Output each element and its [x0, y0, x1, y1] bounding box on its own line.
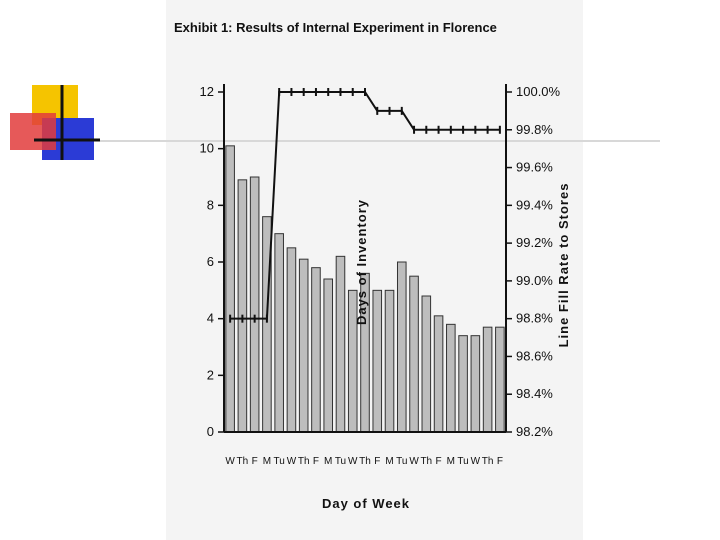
bar-6 — [298, 258, 309, 433]
y2-tick-label-8: 99.8% — [516, 122, 553, 137]
bar-9 — [335, 255, 346, 433]
category-label-4: Tu — [274, 456, 285, 467]
category-label-10: W — [348, 456, 358, 467]
y2-tick-label-7: 99.6% — [516, 160, 553, 175]
y2-tick-label-1: 98.4% — [516, 386, 553, 401]
y-tick-label-4: 8 — [207, 197, 214, 212]
category-label-6: Th — [298, 456, 310, 467]
category-labels: W Th F M Tu W Th F M Tu W Th F M Tu W Th F M Tu W Th F — [225, 456, 503, 467]
y2-axis-label: Line Fill Rate to Stores — [556, 183, 571, 348]
category-label-13: M — [385, 456, 393, 467]
chart-title: Exhibit 1: Results of Internal Experimen… — [174, 20, 497, 35]
slide-divider-line — [100, 140, 660, 142]
y-tick-label-3: 6 — [207, 254, 214, 269]
bar-12 — [372, 289, 383, 433]
tick-labels: 0 2 4 6 8 10 12 98.2% 98.4% 98.6% 98.8% 99.0% 99.2% 9… — [200, 84, 561, 439]
category-label-14: Tu — [396, 456, 407, 467]
category-label-17: F — [436, 456, 442, 467]
scanned-exhibit-background — [166, 0, 583, 540]
category-label-16: Th — [420, 456, 432, 467]
category-label-2: F — [252, 456, 258, 467]
bar-15 — [409, 275, 419, 433]
category-label-5: W — [287, 456, 297, 467]
y2-tick-label-2: 98.6% — [516, 348, 553, 363]
category-label-9: Tu — [335, 456, 346, 467]
y2-tick-label-4: 99.0% — [516, 273, 553, 288]
axes — [223, 84, 507, 433]
bar-5 — [286, 247, 297, 433]
bar-18 — [446, 323, 456, 433]
bar-2 — [249, 176, 260, 433]
bar-4 — [274, 233, 284, 433]
bar-20 — [470, 335, 481, 433]
slide-decoration-logo — [10, 85, 100, 160]
y2-tick-label-3: 98.8% — [516, 311, 553, 326]
bar-14 — [396, 261, 407, 433]
x-axis-label: Day of Week — [322, 496, 410, 511]
y-tick-label-0: 0 — [207, 424, 214, 439]
category-label-0: W — [225, 456, 235, 467]
y2-tick-label-9: 100.0% — [516, 84, 561, 99]
category-label-19: Tu — [457, 456, 468, 467]
bar-16 — [421, 295, 432, 433]
bar-21 — [482, 326, 493, 433]
y2-tick-label-0: 98.2% — [516, 424, 553, 439]
y-tick-label-5: 10 — [200, 141, 214, 156]
bar-8 — [323, 278, 334, 433]
y2-tick-label-5: 99.2% — [516, 235, 553, 250]
category-label-1: Th — [237, 456, 249, 467]
y2-tick-label-6: 99.4% — [516, 197, 553, 212]
category-label-7: F — [313, 456, 319, 467]
bar-1 — [237, 179, 248, 433]
bar-22 — [495, 326, 505, 433]
category-label-20: W — [471, 456, 481, 467]
bar-19 — [458, 335, 468, 433]
category-label-15: W — [409, 456, 419, 467]
category-label-22: F — [497, 456, 503, 467]
bar-0 — [225, 145, 235, 433]
category-label-11: Th — [359, 456, 371, 467]
bar-17 — [433, 315, 444, 433]
chart: Exhibit 1: Results of Internal Experimen… — [174, 20, 571, 511]
category-label-8: M — [324, 456, 332, 467]
y-axis-label: Days of Inventory — [354, 199, 369, 325]
fill-rate-series — [229, 88, 501, 323]
logo-red-square — [10, 113, 56, 150]
y-tick-label-1: 2 — [207, 367, 214, 382]
category-label-21: Th — [482, 456, 494, 467]
category-label-18: M — [447, 456, 455, 467]
category-label-3: M — [263, 456, 271, 467]
y-tick-label-6: 12 — [200, 84, 214, 99]
category-label-12: F — [374, 456, 380, 467]
bar-7 — [311, 267, 321, 433]
bar-13 — [384, 289, 395, 433]
y-tick-label-2: 4 — [207, 311, 214, 326]
